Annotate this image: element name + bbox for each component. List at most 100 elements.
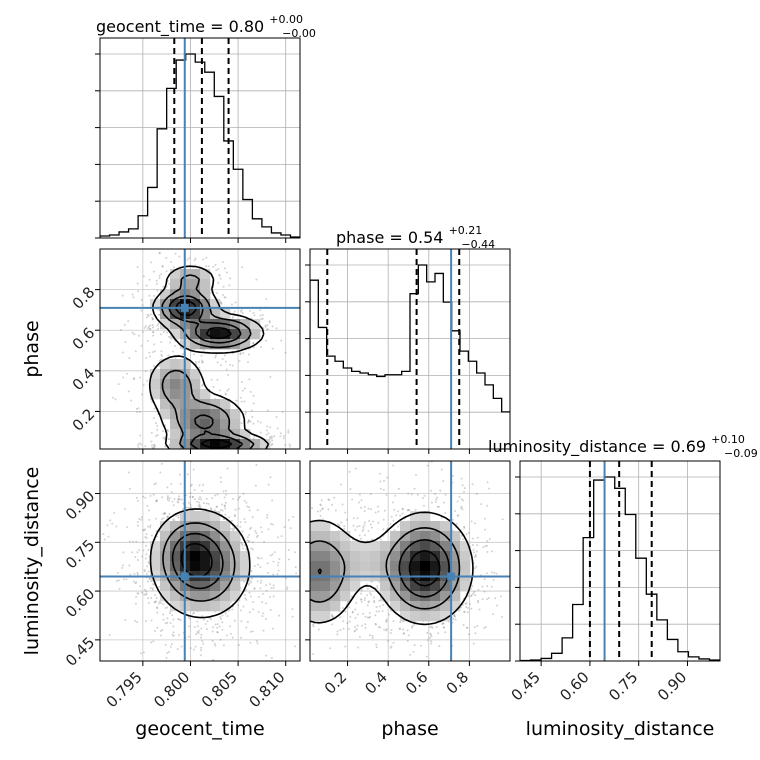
scatter-point — [199, 654, 202, 657]
scatter-point — [159, 333, 162, 336]
scatter-point — [312, 625, 315, 628]
scatter-point — [196, 625, 199, 628]
scatter-point — [172, 350, 175, 353]
scatter-point — [240, 422, 243, 425]
scatter-point — [262, 450, 264, 452]
density-cell — [230, 419, 241, 430]
scatter-point — [340, 521, 343, 524]
scatter-point — [230, 519, 233, 522]
scatter-point — [289, 527, 292, 530]
density-cell — [420, 601, 431, 612]
density-cell — [440, 591, 451, 602]
x-tick-label: 0.800 — [150, 668, 193, 711]
scatter-point — [239, 609, 242, 612]
scatter-point — [180, 457, 182, 459]
scatter-point — [222, 490, 225, 493]
scatter-point — [151, 324, 154, 327]
scatter-point — [297, 555, 299, 557]
scatter-point — [193, 489, 196, 492]
scatter-point — [199, 649, 202, 652]
scatter-point — [134, 556, 137, 559]
scatter-point — [228, 516, 231, 519]
density-cell — [430, 521, 441, 532]
density-cell — [360, 551, 371, 562]
scatter-point — [240, 309, 243, 312]
scatter-point — [190, 483, 193, 486]
scatter-point — [157, 602, 160, 605]
scatter-point — [248, 611, 251, 614]
scatter-point — [518, 526, 520, 528]
density-cell — [190, 289, 201, 300]
scatter-point — [134, 350, 137, 353]
scatter-point — [269, 456, 271, 458]
scatter-point — [377, 521, 380, 524]
scatter-point — [271, 443, 274, 446]
scatter-point — [460, 506, 463, 509]
scatter-point — [354, 617, 357, 620]
scatter-point — [279, 588, 281, 590]
scatter-point — [227, 388, 230, 391]
scatter-point — [251, 516, 254, 519]
scatter-point — [259, 329, 262, 332]
y-tick-label: 0.2 — [69, 405, 99, 435]
density-cell — [320, 531, 331, 542]
panel-luminosity-distance-vs-phase — [248, 460, 520, 710]
scatter-point — [428, 636, 431, 639]
panel-luminosity-distance-hist — [515, 460, 721, 666]
scatter-point — [358, 534, 361, 537]
scatter-point — [189, 506, 192, 509]
density-cell — [190, 389, 201, 400]
density-cell — [440, 581, 451, 592]
scatter-point — [470, 607, 473, 610]
scatter-point — [152, 640, 155, 643]
scatter-point — [198, 501, 201, 504]
density-cell — [400, 591, 411, 602]
scatter-point — [303, 548, 305, 550]
scatter-point — [242, 605, 245, 608]
density-cell — [200, 309, 211, 320]
scatter-point — [176, 617, 179, 620]
scatter-point — [159, 634, 162, 637]
scatter-point — [218, 458, 220, 460]
scatter-point — [455, 708, 457, 710]
scatter-point — [374, 622, 377, 625]
scatter-point — [140, 344, 143, 347]
contour-level — [148, 265, 270, 449]
scatter-point — [306, 586, 308, 588]
scatter-point — [476, 544, 479, 547]
scatter-point — [205, 502, 208, 505]
density-cell — [410, 601, 421, 612]
scatter-point — [364, 623, 367, 626]
scatter-point — [128, 357, 131, 360]
scatter-point — [156, 607, 159, 610]
scatter-point — [140, 443, 143, 446]
scatter-point — [308, 513, 310, 515]
scatter-point — [250, 526, 253, 529]
scatter-point — [360, 598, 363, 601]
scatter-point — [135, 407, 138, 410]
density-cell — [440, 541, 451, 552]
density-cell — [190, 299, 201, 310]
scatter-point — [259, 581, 262, 584]
scatter-point — [279, 435, 282, 438]
scatter-point — [461, 508, 464, 511]
scatter-point — [248, 586, 250, 588]
scatter-point — [406, 509, 409, 512]
scatter-point — [284, 444, 287, 447]
density-cell — [210, 299, 221, 310]
density-cell — [170, 439, 181, 449]
scatter-point — [371, 538, 374, 541]
scatter-point — [397, 525, 400, 528]
scatter-point — [135, 450, 137, 452]
density-cell — [210, 541, 221, 552]
scatter-point — [201, 452, 203, 454]
scatter-point — [133, 572, 136, 575]
density-cell — [150, 379, 161, 390]
density-cell — [150, 551, 161, 562]
density-cell — [410, 581, 421, 592]
density-cell — [190, 409, 201, 420]
density-cell — [390, 541, 401, 552]
scatter-point — [457, 514, 460, 517]
density-cell — [170, 369, 181, 380]
scatter-point — [290, 559, 292, 561]
